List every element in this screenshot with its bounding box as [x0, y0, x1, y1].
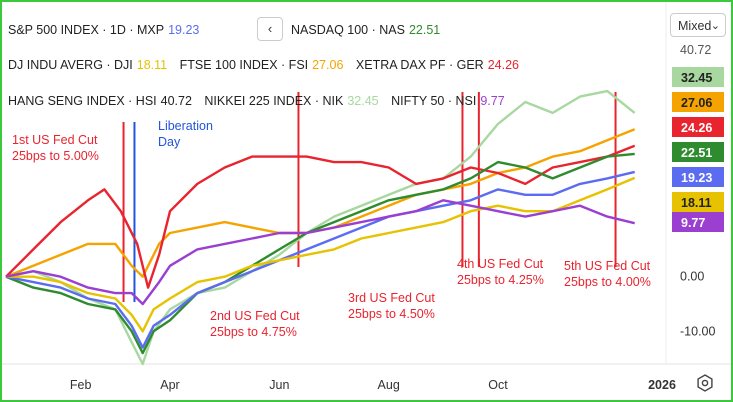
value-badge-text-dji: 18.11 [681, 196, 712, 210]
gear-icon[interactable] [696, 374, 714, 392]
value-badge-text-nifty: 9.77 [681, 216, 705, 230]
value-badge-text-sp500: 19.23 [681, 171, 712, 185]
value-badge-sp500 [672, 167, 724, 187]
legend-dji-value: 18.11 [136, 58, 168, 72]
legend-nasdaq-value: 22.51 [408, 23, 441, 37]
value-badge-text-ftse: 27.06 [681, 96, 712, 110]
annotation-label: 25bps to 5.00% [12, 149, 99, 163]
series-line-sp500 [5, 170, 635, 349]
legend-dax-label: XETRA DAX PF · GER [355, 58, 484, 72]
annotation-label: 1st US Fed Cut [12, 133, 98, 147]
annotation-label: 25bps to 4.25% [457, 273, 544, 287]
value-badge-nifty [672, 212, 724, 232]
series-line-ftse [5, 128, 636, 278]
legend-dji[interactable]: DJ INDU AVERG · DJI 18.11 [8, 58, 167, 72]
legend-row-1b: NASDAQ 100 · NAS 22.51 [291, 23, 449, 37]
value-badge-nikkei [672, 67, 724, 87]
legend-nasdaq-label: NASDAQ 100 · NAS [291, 23, 405, 37]
chevron-left-icon: ‹ [267, 21, 273, 36]
legend-hsi-value: 40.72 [160, 94, 192, 108]
legend-row-1: S&P 500 INDEX · 1D · MXP 19.23 [8, 23, 208, 37]
legend-dax[interactable]: XETRA DAX PF · GER 24.26 [356, 58, 519, 72]
series-line-dji [6, 176, 636, 333]
annotation-label: Day [158, 135, 181, 149]
legend-hsi-label: HANG SENG INDEX · HSI [8, 94, 157, 108]
value-badge-nasdaq [672, 142, 724, 162]
value-badge-text-dax: 24.26 [681, 121, 712, 135]
value-badge-dax [672, 117, 724, 137]
legend-sp500[interactable]: S&P 500 INDEX · 1D · MXP 19.23 [8, 23, 199, 37]
y-tick-label: -10.00 [680, 324, 715, 338]
x-tick-label: Aug [378, 378, 400, 392]
scale-mode-button[interactable]: Mixed ⌄ [670, 13, 726, 37]
legend-ftse-value: 27.06 [312, 58, 344, 72]
legend-ftse-label: FTSE 100 INDEX · FSI [179, 58, 309, 72]
chevron-down-icon: ⌄ [710, 20, 720, 32]
y-tick-label: 0.00 [680, 270, 704, 284]
legend-row-2: DJ INDU AVERG · DJI 18.11 FTSE 100 INDEX … [8, 58, 528, 72]
y-top-label: 40.72 [680, 43, 711, 57]
collapse-legend-button[interactable]: ‹ [257, 17, 283, 41]
legend-nikkei-label: NIKKEI 225 INDEX · NIK [204, 94, 344, 108]
legend-hsi[interactable]: HANG SENG INDEX · HSI 40.72 [8, 94, 192, 108]
legend-ftse[interactable]: FTSE 100 INDEX · FSI 27.06 [180, 58, 344, 72]
legend-row-3: HANG SENG INDEX · HSI 40.72 NIKKEI 225 IN… [8, 94, 514, 108]
legend-nikkei[interactable]: NIKKEI 225 INDEX · NIK 32.45 [204, 94, 378, 108]
annotation-label: 2nd US Fed Cut [210, 309, 300, 323]
x-tick-label: Apr [160, 378, 179, 392]
x-tick-label: Oct [488, 378, 508, 392]
value-badge-text-nasdaq: 22.51 [681, 146, 712, 160]
legend-sp500-value: 19.23 [168, 23, 200, 37]
legend-nifty[interactable]: NIFTY 50 · NSI 9.77 [391, 94, 505, 108]
x-tick-label: 2026 [648, 378, 676, 392]
legend-sp500-label: S&P 500 INDEX · 1D · MXP [8, 23, 165, 37]
value-badge-dji [672, 192, 724, 212]
scale-mode-label: Mixed [678, 19, 712, 33]
legend-dji-label: DJ INDU AVERG · DJI [8, 58, 133, 72]
series-line-dax [5, 144, 636, 289]
annotation-label: 25bps to 4.00% [564, 275, 651, 289]
x-tick-label: Jun [269, 378, 289, 392]
value-badge-text-nikkei: 32.45 [681, 71, 712, 85]
series-line-nasdaq [5, 152, 635, 355]
value-badge-ftse [672, 92, 724, 112]
legend-dax-value: 24.26 [487, 58, 519, 72]
legend-nifty-value: 9.77 [480, 94, 505, 108]
x-tick-label: Feb [70, 378, 92, 392]
annotation-label: 4th US Fed Cut [457, 257, 544, 271]
legend-nikkei-value: 32.45 [347, 94, 379, 108]
annotation-label: 25bps to 4.75% [210, 325, 297, 339]
annotation-label: 25bps to 4.50% [348, 307, 435, 321]
annotation-label: 5th US Fed Cut [564, 259, 651, 273]
annotation-label: 3rd US Fed Cut [348, 291, 435, 305]
annotation-label: Liberation [158, 119, 213, 133]
legend-nifty-label: NIFTY 50 · NSI [391, 94, 477, 108]
legend-nasdaq[interactable]: NASDAQ 100 · NAS 22.51 [291, 23, 440, 37]
series-line-nifty [5, 199, 635, 306]
